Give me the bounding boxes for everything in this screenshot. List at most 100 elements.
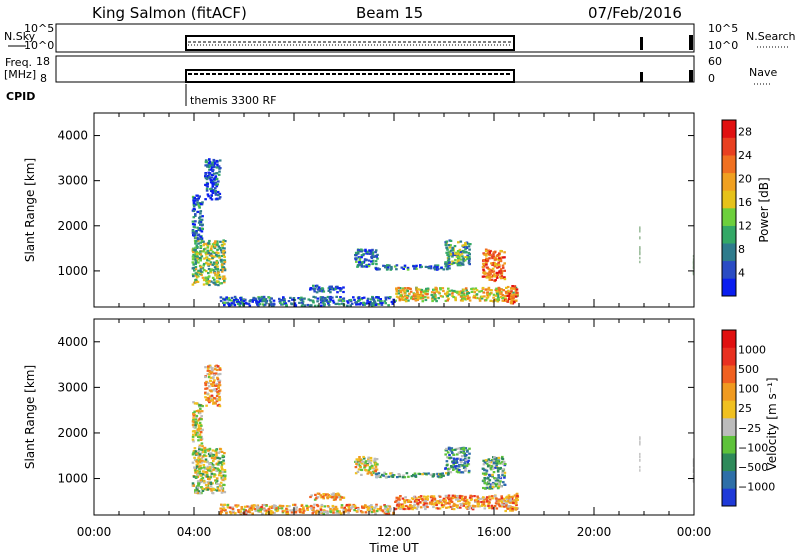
- velocity-cell-b6-87: [494, 466, 497, 469]
- power-cell-b0-290: [194, 240, 198, 243]
- velocity-cell-b6-105: [503, 476, 506, 479]
- power-cell-b0-68: [222, 262, 226, 265]
- power-cell-b0-105: [201, 250, 205, 253]
- velocity-cell-b6-37: [492, 459, 496, 462]
- velocity-cell-b3-21: [367, 458, 370, 461]
- power-cell-b10-315: [346, 304, 349, 307]
- power-cell-b7-331: [430, 291, 434, 294]
- power-cell-b0-24: [200, 273, 203, 277]
- velocity-cell-b3-68: [356, 470, 360, 473]
- power-cell-b0-182: [194, 265, 198, 269]
- power-cell-b7-173: [439, 288, 442, 291]
- velocity-cell-b4-46: [377, 472, 381, 475]
- power-cell-b7-243: [404, 300, 408, 303]
- power-cell-b7-184: [439, 287, 442, 290]
- velocity-cell-b2-93: [214, 372, 218, 375]
- power-cell-b0-258: [199, 246, 203, 249]
- velocity-cell-b7-191: [434, 500, 437, 503]
- velocity-cell-b5-85: [454, 448, 457, 451]
- power-cell-b7-228: [400, 297, 404, 300]
- velocity-cell-b7-207: [473, 499, 477, 502]
- power-cell-b0-287: [205, 282, 208, 285]
- power-cell-b5-63: [467, 245, 471, 248]
- velocity-cell-b10-217: [370, 510, 374, 513]
- power-cell-b1-80: [197, 221, 201, 224]
- velocity-cell-b0-141: [193, 456, 196, 459]
- power-cell-b10-249: [335, 295, 338, 298]
- power-cell-b7-244: [514, 289, 518, 292]
- power-cell-b7-274: [475, 289, 479, 292]
- power-cell-b2-96: [215, 159, 219, 163]
- power-cell-b6-55: [482, 270, 486, 273]
- velocity-cell-b10-225: [240, 507, 243, 510]
- velocity-cell-b5-30: [452, 463, 455, 466]
- power-cell-b5-97: [448, 254, 451, 257]
- velocity-cell-b7-265: [454, 495, 457, 498]
- velocity-cell-b7-305: [407, 507, 411, 510]
- power-cell-b0-142: [220, 270, 224, 273]
- velocity-cell-b10-292: [338, 511, 341, 514]
- velocity-cell-late0-0: [639, 469, 641, 472]
- time-axis-ticks: 00:00 04:00 08:00 12:00 16:00 20:00 00:00: [77, 525, 712, 539]
- velocity-cell-b3-65: [364, 460, 368, 463]
- power-cell-b5-119: [468, 248, 471, 251]
- power-cell-b10-267: [306, 303, 310, 307]
- velocity-cell-b10-297: [348, 509, 351, 512]
- velocity-cell-b7-189: [455, 498, 458, 501]
- power-cell-b0-215: [221, 246, 224, 250]
- power-cell-b5-13: [468, 257, 471, 260]
- power-cell-b6-75: [491, 267, 495, 270]
- power-cell-b7-325: [488, 292, 492, 295]
- power-cell-b10-159: [261, 297, 264, 300]
- velocity-cell-b10-180: [222, 505, 225, 508]
- power-cell-b7-249: [486, 296, 490, 299]
- velocity-cell-b4-10: [410, 475, 414, 478]
- velocity-cell-b5-70: [459, 451, 463, 454]
- power-cell-b5-123: [464, 256, 467, 259]
- velocity-cell-b5-101: [451, 451, 454, 455]
- velocity-cell-b3-78: [374, 470, 377, 473]
- velocity-cell-b8-27: [505, 504, 508, 507]
- velocity-cell-b3-49: [354, 472, 358, 475]
- power-cell-b10-191: [371, 297, 375, 300]
- velocity-cell-b0-186: [197, 457, 200, 460]
- velocity-cell-b3-29: [357, 458, 361, 461]
- power-cell-b6-76: [500, 277, 503, 280]
- power-cell-b0-210: [203, 257, 206, 260]
- velocity-cell-b0-280: [219, 484, 222, 487]
- power-cell-b7-214: [420, 288, 424, 292]
- velocity-cell-b10-286: [251, 506, 255, 510]
- power-cell-b10-73: [332, 301, 336, 304]
- velocity-cell-b6-58: [497, 474, 500, 477]
- power-cell-b0-271: [192, 251, 195, 254]
- power-cell-b7-47: [478, 299, 482, 302]
- velocity-cell-b1-61: [200, 442, 204, 445]
- power-cell-b1-63: [201, 223, 204, 226]
- power-cell-b6-131: [485, 276, 489, 279]
- velocity-cell-b5-59: [461, 464, 465, 467]
- velocity-cell-b6-48: [501, 469, 505, 472]
- velocity-cell-b10-113: [273, 511, 276, 514]
- velocity-cell-b10-241: [251, 512, 254, 515]
- power-cell-b6-41: [487, 267, 490, 270]
- velocity-cell-b0-194: [218, 489, 221, 492]
- velocity-cell-b2-29: [211, 367, 214, 370]
- velocity-cell-b0-263: [195, 488, 199, 491]
- power-cell-b10-85: [366, 297, 370, 300]
- power-cell-b9-38: [342, 290, 345, 294]
- power-cell-b0-125: [204, 253, 208, 256]
- power-cell-b2-120: [218, 170, 221, 173]
- power-cell-b3-12: [376, 257, 379, 260]
- power-cell-b6-16: [484, 248, 488, 251]
- velocity-cell-b9-45: [326, 497, 330, 500]
- time-tick-label-0: 00:00: [77, 525, 112, 539]
- power-cell-b4-11: [390, 265, 393, 269]
- velocity-cell-b10-284: [374, 505, 378, 508]
- velocity-cell-b6-73: [497, 460, 501, 463]
- power-cell-b5-96: [454, 252, 457, 255]
- power-cell-b2-39: [215, 166, 219, 169]
- power-cell-b2-97: [215, 172, 218, 175]
- velocity-cell-b0-230: [203, 460, 207, 463]
- power-cell-b1-61: [191, 223, 195, 226]
- velocity-cell-b7-329: [480, 504, 484, 507]
